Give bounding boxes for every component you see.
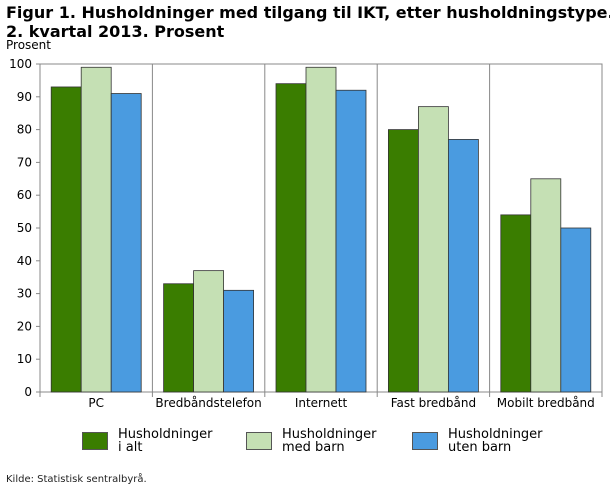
y-tick-label: 100: [9, 57, 32, 71]
bar: [193, 270, 225, 393]
legend-label: Husholdninger uten barn: [448, 427, 543, 455]
y-tick-label: 20: [17, 319, 32, 333]
bar: [275, 83, 307, 393]
x-tick-label: Internett: [295, 396, 348, 410]
legend-swatch: [82, 432, 108, 450]
y-tick-label: 30: [17, 287, 32, 301]
bar: [163, 283, 195, 393]
bar: [500, 214, 532, 393]
legend-swatch: [412, 432, 438, 450]
x-tick-label: Bredbåndstelefon: [155, 396, 261, 410]
chart-title: Figur 1. Husholdninger med tilgang til I…: [6, 3, 610, 41]
bar: [305, 66, 337, 393]
y-tick-label: 90: [17, 90, 32, 104]
y-tick-label: 60: [17, 188, 32, 202]
y-tick-label: 0: [24, 385, 32, 399]
bar: [335, 89, 367, 393]
source-note: Kilde: Statistisk sentralbyrå.: [6, 474, 147, 485]
legend-item: Husholdninger i alt: [82, 428, 213, 454]
chart-title-line-1: Figur 1. Husholdninger med tilgang til I…: [6, 3, 610, 22]
legend-item: Husholdninger med barn: [246, 428, 377, 454]
bar: [223, 289, 255, 393]
bar: [530, 178, 562, 393]
y-tick-label: 50: [17, 221, 32, 235]
bar: [447, 139, 479, 393]
bar: [417, 106, 449, 393]
y-axis-label: Prosent: [6, 38, 51, 52]
legend-label: Husholdninger i alt: [118, 427, 213, 455]
bar: [80, 66, 112, 393]
legend-swatch: [246, 432, 272, 450]
y-tick-label: 80: [17, 123, 32, 137]
bar: [387, 129, 419, 393]
bar: [50, 86, 82, 393]
y-tick-label: 70: [17, 155, 32, 169]
bar: [110, 93, 142, 393]
y-tick-label: 10: [17, 352, 32, 366]
y-tick-label: 40: [17, 254, 32, 268]
bar: [560, 227, 592, 393]
x-tick-label: PC: [88, 396, 104, 410]
x-tick-label: Mobilt bredbånd: [497, 396, 595, 410]
x-tick-label: Fast bredbånd: [391, 396, 476, 410]
chart-title-line-2: 2. kvartal 2013. Prosent: [6, 22, 225, 41]
legend-label: Husholdninger med barn: [282, 427, 377, 455]
legend-item: Husholdninger uten barn: [412, 428, 543, 454]
